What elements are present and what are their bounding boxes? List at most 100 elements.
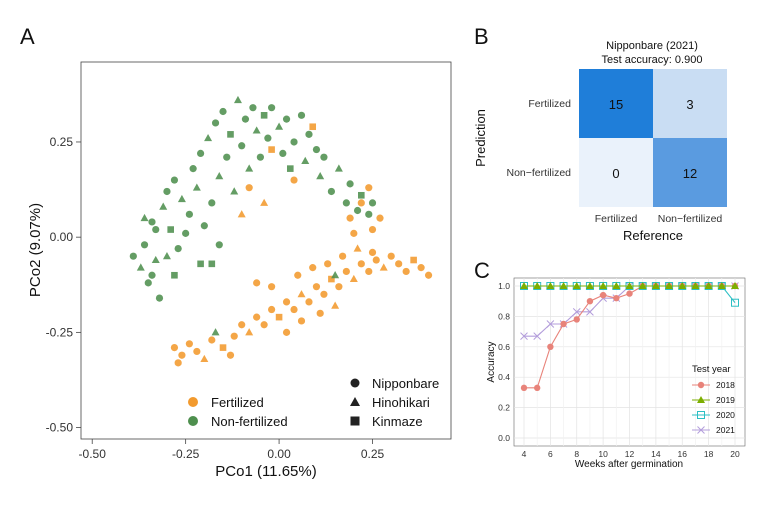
pcoa-point	[171, 271, 178, 279]
pcoa-point	[155, 294, 164, 302]
pcoa-point	[268, 146, 275, 153]
accuracy-y-label: Accuracy	[486, 341, 497, 382]
accuracy-x-tick-label: 12	[625, 449, 635, 459]
legend-label-2018: 2018	[716, 380, 735, 390]
pcoa-point	[424, 271, 433, 279]
pcoa-point	[219, 344, 227, 351]
accuracy-point-2019	[638, 282, 647, 289]
pcoa-point	[339, 252, 347, 260]
pcoa-y-tick-label: -0.25	[46, 325, 74, 339]
pcoa-point	[200, 354, 209, 363]
pcoa-legend: Fertilized Non-fertilized Nipponbare Hin…	[188, 376, 439, 429]
pcoa-point	[163, 187, 171, 196]
pcoa-point	[309, 123, 317, 131]
pcoa-point	[226, 351, 235, 359]
accuracy-point-2019	[731, 282, 739, 289]
pcoa-point	[320, 290, 328, 298]
pcoa-point	[402, 267, 410, 276]
pcoa-point	[241, 115, 250, 123]
accuracy-x-tick-label: 10	[598, 449, 608, 459]
pcoa-point	[170, 176, 179, 184]
pcoa-point	[238, 142, 246, 150]
pcoa-point	[334, 164, 343, 172]
pcoa-point	[253, 313, 261, 321]
pcoa-point	[305, 298, 313, 306]
pcoa-point	[301, 156, 310, 165]
accuracy-point-2019	[651, 282, 660, 289]
pcoa-axes: -0.50 -0.25 0.00 0.25 -0.50 -0.25 0.00 0.25	[46, 135, 385, 461]
pcoa-point	[290, 176, 298, 184]
accuracy-axes: 0.0 0.2 0.4 0.6 0.8 1.0 4 6 8 10 12 14 16 18 20	[498, 278, 745, 459]
pcoa-point	[200, 222, 208, 230]
legend-marker-2018	[697, 381, 705, 389]
pcoa-point	[365, 210, 373, 218]
pcoa-point	[353, 244, 362, 252]
pcoa-point	[253, 279, 261, 287]
pcoa-point	[189, 165, 197, 173]
pcoa-point	[182, 229, 190, 237]
legend-fertilized-marker	[188, 397, 198, 407]
pcoa-point	[197, 260, 204, 268]
pcoa-point	[264, 134, 272, 142]
pcoa-point	[282, 115, 291, 123]
pcoa-x-tick-label: 0.00	[267, 447, 291, 461]
pcoa-point	[290, 138, 298, 146]
pcoa-point	[151, 255, 160, 264]
pcoa-point	[268, 305, 276, 314]
pcoa-point	[208, 199, 216, 207]
legend-nipponbare-label: Nipponbare	[372, 376, 439, 391]
pcoa-point	[305, 130, 313, 138]
pcoa-point	[129, 252, 137, 260]
pcoa-point	[177, 194, 186, 203]
cm-title: Nipponbare (2021)	[606, 40, 698, 52]
accuracy-point-2019	[520, 282, 528, 289]
legend-label-2019: 2019	[716, 395, 735, 405]
cm-value-nonfert-nonfert: 12	[683, 166, 697, 181]
pcoa-point	[346, 214, 354, 222]
pcoa-point	[268, 104, 276, 112]
accuracy-point-2019	[559, 282, 568, 289]
pcoa-point	[245, 164, 254, 172]
pcoa-point	[417, 264, 425, 272]
pcoa-point	[208, 336, 216, 344]
pcoa-points	[129, 95, 433, 367]
accuracy-x-tick-label: 16	[678, 449, 688, 459]
pcoa-point	[368, 248, 377, 257]
accuracy-point-2018	[613, 294, 620, 302]
pcoa-point	[170, 344, 179, 352]
accuracy-point-2018	[573, 316, 580, 323]
pcoa-point	[174, 359, 182, 367]
pcoa-point	[331, 301, 340, 309]
cm-axis-reference: Reference	[623, 228, 683, 243]
accuracy-y-tick-label: 0.2	[498, 403, 510, 413]
accuracy-y-tick-label: 0.6	[498, 342, 510, 352]
accuracy-point-2019	[533, 282, 542, 289]
pcoa-point	[196, 149, 205, 157]
pcoa-point	[372, 256, 380, 264]
pcoa-point	[211, 328, 220, 336]
pcoa-point	[376, 214, 384, 222]
legend-kinmaze-label: Kinmaze	[372, 414, 423, 429]
pcoa-point	[178, 351, 186, 359]
pcoa-point	[365, 184, 373, 192]
pcoa-x-tick-label: 0.25	[361, 447, 385, 461]
cm-ylabel-fertilized: Fertilized	[528, 98, 571, 110]
pcoa-point	[230, 187, 239, 195]
legend-marker-2019	[697, 396, 705, 403]
accuracy-point-2021	[586, 307, 594, 316]
accuracy-legend: 2018 2019 2020 2021	[692, 380, 735, 435]
accuracy-point-2018	[626, 290, 633, 297]
accuracy-point-2019	[612, 282, 621, 289]
accuracy-y-tick-label: 1.0	[498, 281, 510, 291]
pcoa-point	[260, 112, 268, 119]
pcoa-point	[148, 218, 156, 226]
accuracy-point-2019	[599, 282, 608, 289]
cm-axis-prediction: Prediction	[473, 109, 488, 167]
legend-kinmaze-marker	[350, 416, 360, 426]
pcoa-point	[245, 328, 254, 336]
accuracy-point-2019	[546, 282, 555, 289]
legend-nipponbare-marker	[350, 378, 360, 388]
pcoa-point	[140, 213, 149, 222]
pcoa-x-tick-label: -0.25	[172, 447, 200, 461]
